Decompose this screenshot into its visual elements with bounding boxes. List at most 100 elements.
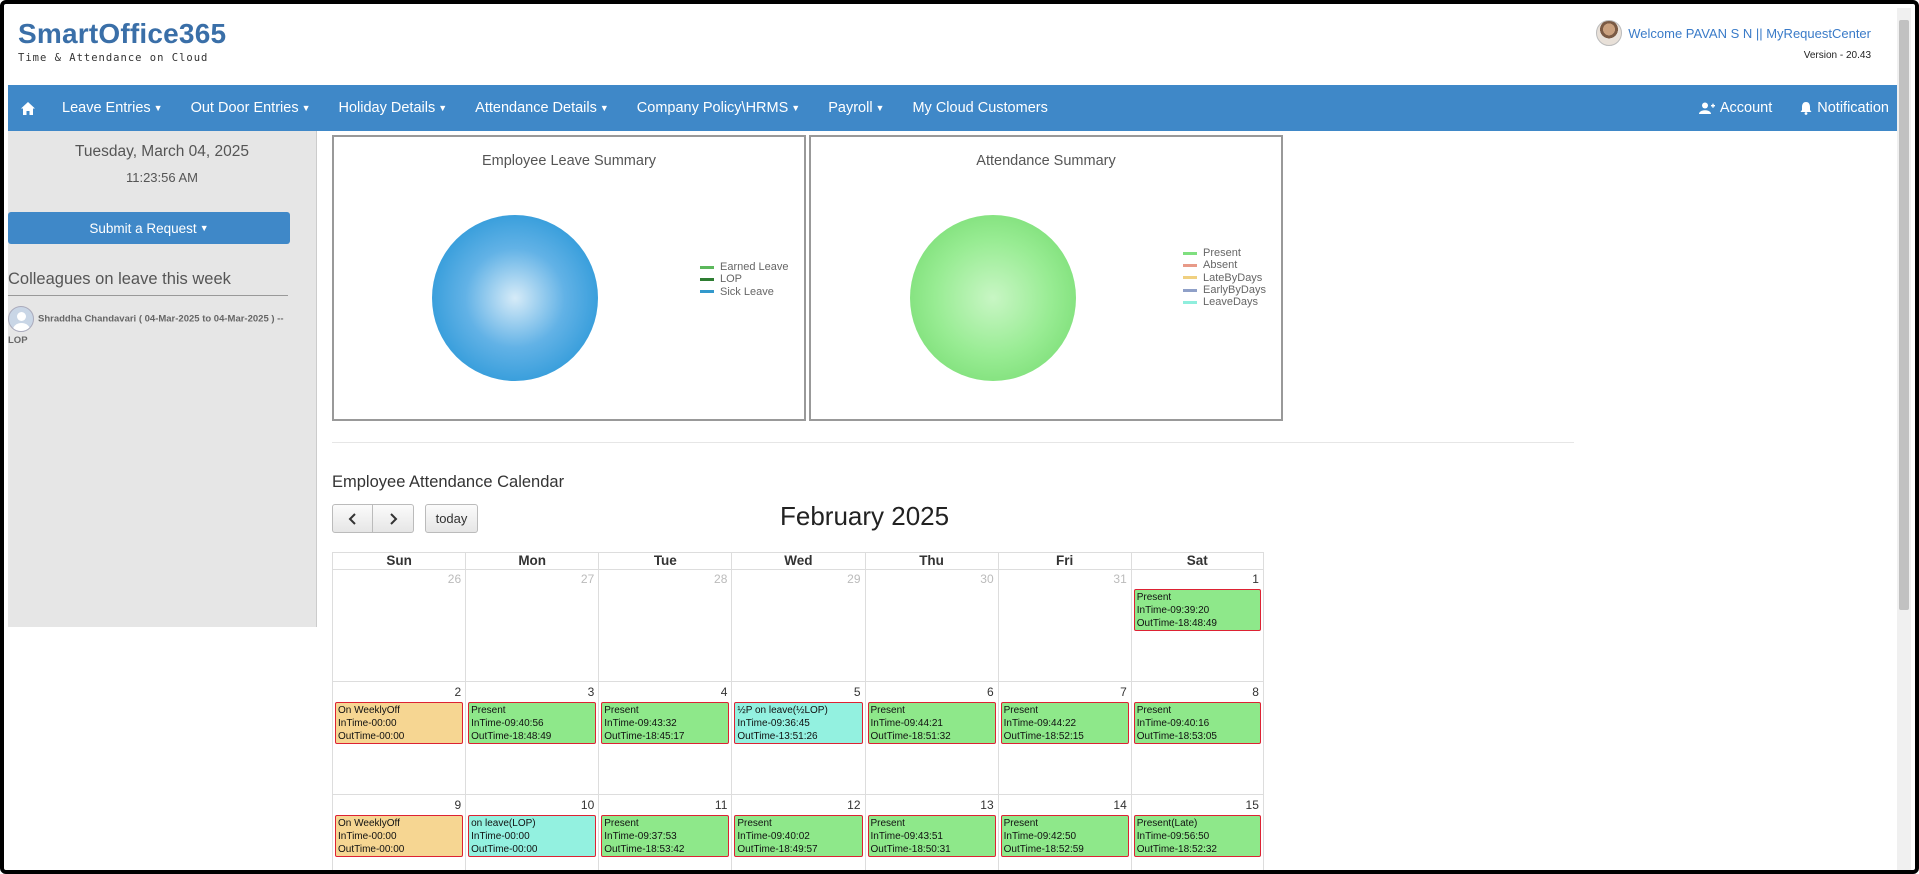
attendance-event[interactable]: Present InTime-09:43:51 OutTime-18:50:31 xyxy=(867,815,996,857)
weekday-header: Fri xyxy=(997,553,1131,570)
calendar-day-cell[interactable]: 6 Present InTime-09:44:21 OutTime-18:51:32 xyxy=(864,682,998,795)
calendar-month-title: February 2025 xyxy=(780,501,950,531)
calendar-day-cell[interactable]: 27 xyxy=(465,569,599,682)
attendance-event[interactable]: on leave(LOP) InTime-00:00 OutTime-00:00 xyxy=(468,815,597,857)
calendar-day-cell[interactable]: 9 On WeeklyOff InTime-00:00 OutTime-00:00 xyxy=(332,795,465,870)
calendar-day-cell[interactable]: 15 Present(Late) InTime-09:56:50 OutTime-18… xyxy=(1130,795,1264,870)
welcome-link[interactable]: Welcome PAVAN S N || MyRequestCenter xyxy=(1628,25,1871,41)
event-line: OutTime-18:45:17 xyxy=(604,731,685,742)
legend-item[interactable]: Sick Leave xyxy=(700,286,789,298)
day-number: 11 xyxy=(714,798,728,812)
attendance-event[interactable]: Present InTime-09:42:50 OutTime-18:52:59 xyxy=(1000,815,1129,857)
nav-leave-entries[interactable]: Leave Entries ▼ xyxy=(62,100,163,116)
section-divider xyxy=(332,442,1574,443)
event-line: InTime-09:40:56 xyxy=(471,718,544,729)
legend-item[interactable]: Earned Leave xyxy=(700,261,789,273)
attendance-event[interactable]: Present InTime-09:40:56 OutTime-18:48:49 xyxy=(468,702,597,744)
event-line: OutTime-18:52:32 xyxy=(1136,844,1217,855)
calendar-day-cell[interactable]: 29 xyxy=(731,569,865,682)
scrollbar-thumb[interactable] xyxy=(1899,20,1909,610)
nav-account[interactable]: Account xyxy=(1685,100,1786,116)
submit-request-button[interactable]: Submit a Request ▼ xyxy=(8,212,290,244)
calendar-day-cell[interactable]: 12 Present InTime-09:40:02 OutTime-18:49:57 xyxy=(731,795,864,870)
nav-company-policy[interactable]: Company Policy\HRMS ▼ xyxy=(636,100,801,116)
legend-item[interactable]: Present xyxy=(1183,247,1266,259)
attendance-event[interactable]: On WeeklyOff InTime-00:00 OutTime-00:00 xyxy=(335,815,464,857)
calendar-day-cell[interactable]: 3 Present InTime-09:40:56 OutTime-18:48:49 xyxy=(465,682,599,795)
caret-down-icon: ▼ xyxy=(599,103,609,114)
calendar-day-cell[interactable]: 4 Present InTime-09:43:32 OutTime-18:45:17 xyxy=(598,682,732,795)
legend-item[interactable]: EarlyByDays xyxy=(1183,284,1266,296)
attendance-event[interactable]: Present InTime-09:39:20 OutTime-18:48:49 xyxy=(1133,589,1261,631)
calendar-day-cell[interactable]: 1 Present InTime-09:39:20 OutTime-18:48:49 xyxy=(1130,569,1264,682)
attendance-event[interactable]: Present InTime-09:40:16 OutTime-18:53:05 xyxy=(1133,702,1261,744)
vertical-scrollbar[interactable] xyxy=(1897,8,1911,870)
event-line: Present xyxy=(604,705,639,716)
logo-tagline: Time & Attendance on Cloud xyxy=(18,52,209,64)
next-month-button[interactable] xyxy=(373,504,414,533)
event-line: InTime-09:44:21 xyxy=(870,718,943,729)
nav-holiday-details[interactable]: Holiday Details ▼ xyxy=(338,100,448,116)
chart-title: Employee Leave Summary xyxy=(481,153,657,169)
home-icon[interactable] xyxy=(8,101,48,116)
attendance-event[interactable]: Present(Late) InTime-09:56:50 OutTime-18:5… xyxy=(1133,815,1261,857)
calendar-day-cell[interactable]: 10 on leave(LOP) InTime-00:00 OutTime-00:00 xyxy=(465,795,598,870)
calendar-day-cell[interactable]: 8 Present InTime-09:40:16 OutTime-18:53:05 xyxy=(1130,682,1264,795)
calendar-day-cell[interactable]: 13 Present InTime-09:43:51 OutTime-18:50:31 xyxy=(864,795,998,870)
pie-slice[interactable] xyxy=(910,215,1076,381)
left-sidebar: Tuesday, March 04, 2025 11:23:56 AM Subm… xyxy=(8,131,317,627)
nav-out-door-entries[interactable]: Out Door Entries ▼ xyxy=(190,100,311,116)
calendar-day-cell[interactable]: 7 Present InTime-09:44:22 OutTime-18:52:15 xyxy=(997,682,1131,795)
version-label: Version - 20.43 xyxy=(1803,50,1871,61)
legend-item[interactable]: LeaveDays xyxy=(1183,296,1266,308)
attendance-event[interactable]: Present InTime-09:40:02 OutTime-18:49:57 xyxy=(734,815,863,857)
attendance-summary-chart: Attendance Summary Present Absent LateBy… xyxy=(809,135,1283,421)
caret-down-icon: ▼ xyxy=(791,103,801,114)
user-avatar[interactable] xyxy=(1596,20,1623,46)
legend-item[interactable]: LOP xyxy=(700,273,789,285)
calendar-day-cell[interactable]: 30 xyxy=(864,569,998,682)
event-line: OutTime-18:48:49 xyxy=(471,731,552,742)
event-line: InTime-09:44:22 xyxy=(1003,718,1077,729)
day-number: 28 xyxy=(714,572,728,586)
attendance-event[interactable]: Present InTime-09:37:53 OutTime-18:53:42 xyxy=(601,815,730,857)
pie-slice[interactable] xyxy=(432,215,598,381)
calendar-day-cell[interactable]: 31 xyxy=(997,569,1131,682)
app-logo[interactable]: SmartOffice365 Time & Attendance on Clou… xyxy=(18,18,226,64)
legend-item[interactable]: Absent xyxy=(1183,259,1266,271)
caret-down-icon: ▼ xyxy=(301,103,311,114)
prev-month-button[interactable] xyxy=(332,504,373,533)
attendance-event[interactable]: ½P on leave(½LOP) InTime-09:36:45 OutTime-… xyxy=(734,702,863,744)
attendance-event[interactable]: Present InTime-09:44:21 OutTime-18:51:32 xyxy=(867,702,996,744)
legend-swatch xyxy=(700,290,714,294)
event-line: OutTime-18:48:49 xyxy=(1136,618,1217,629)
event-line: OutTime-18:49:57 xyxy=(737,844,818,855)
calendar-day-cell[interactable]: 28 xyxy=(598,569,732,682)
nav-notification[interactable]: Notification xyxy=(1786,100,1903,116)
event-line: on leave(LOP) xyxy=(471,818,536,829)
calendar-day-cell[interactable]: 5 ½P on leave(½LOP) InTime-09:36:45 OutTime… xyxy=(731,682,865,795)
event-line: InTime-00:00 xyxy=(338,831,397,842)
event-line: InTime-09:37:53 xyxy=(604,831,677,842)
attendance-event[interactable]: Present InTime-09:43:32 OutTime-18:45:17 xyxy=(601,702,730,744)
calendar-day-cell[interactable]: 11 Present InTime-09:37:53 OutTime-18:53:42 xyxy=(598,795,731,870)
event-line: Present xyxy=(737,818,772,829)
weekday-header: Thu xyxy=(864,553,998,570)
attendance-event[interactable]: On WeeklyOff InTime-00:00 OutTime-00:00 xyxy=(335,702,464,744)
calendar-day-cell[interactable]: 26 xyxy=(332,569,466,682)
attendance-event[interactable]: Present InTime-09:44:22 OutTime-18:52:15 xyxy=(1000,702,1129,744)
nav-payroll[interactable]: Payroll ▼ xyxy=(828,100,885,116)
caret-down-icon: ▼ xyxy=(199,223,209,233)
nav-attendance-details[interactable]: Attendance Details ▼ xyxy=(475,100,609,116)
event-line: Present xyxy=(1003,705,1039,716)
event-line: InTime-00:00 xyxy=(471,831,530,842)
event-line: ½P on leave(½LOP) xyxy=(737,705,828,716)
legend-item[interactable]: LateByDays xyxy=(1183,272,1266,284)
nav-my-cloud-customers[interactable]: My Cloud Customers xyxy=(912,100,1048,116)
colleague-leave-item: Shraddha Chandavari ( 04-Mar-2025 to 04-… xyxy=(8,306,298,350)
today-button[interactable]: today xyxy=(425,504,478,533)
caret-down-icon: ▼ xyxy=(438,103,448,114)
calendar-day-cell[interactable]: 14 Present InTime-09:42:50 OutTime-18:52:59 xyxy=(997,795,1131,870)
calendar-day-cell[interactable]: 2 On WeeklyOff InTime-00:00 OutTime-00:00 xyxy=(332,682,466,795)
